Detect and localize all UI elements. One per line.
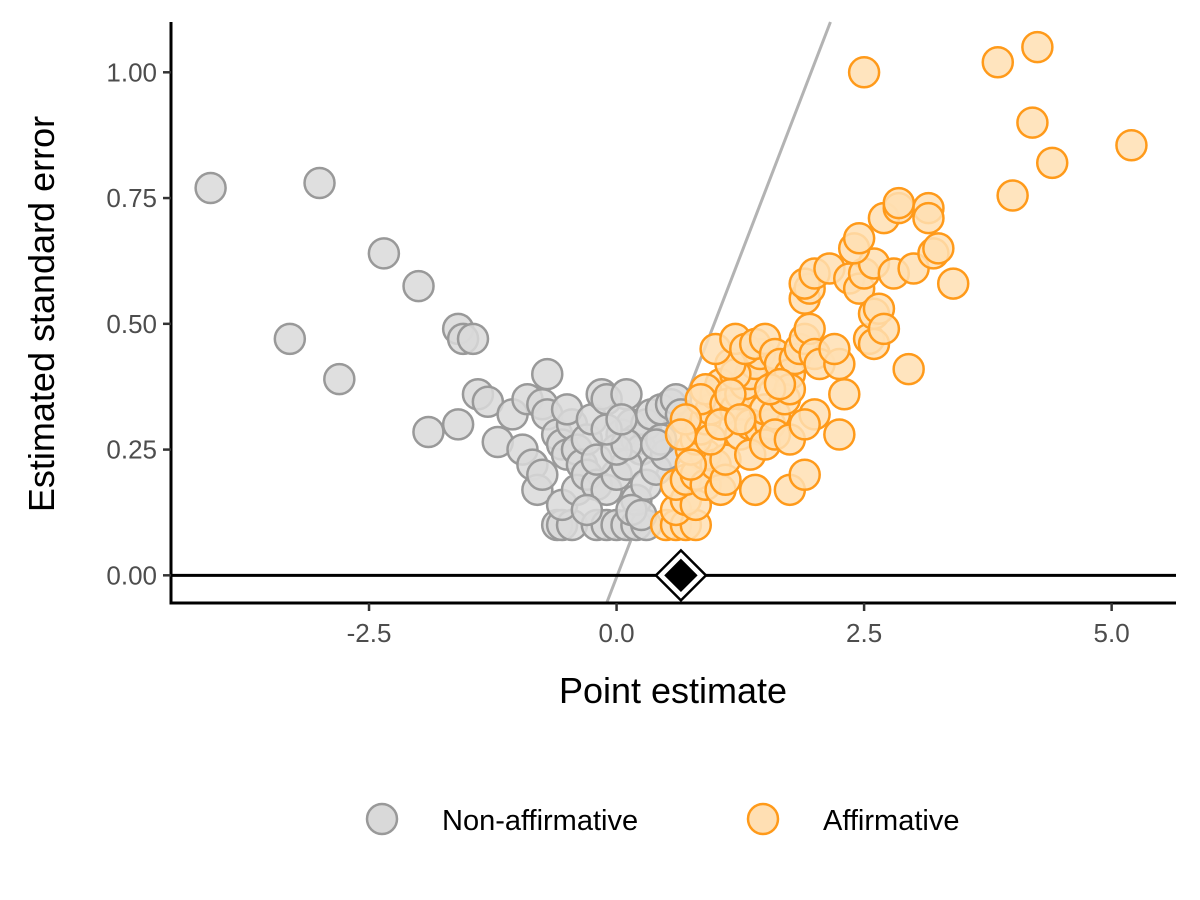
y-tick-label: 0.25 — [106, 435, 157, 465]
x-tick-label: -2.5 — [347, 618, 392, 648]
data-point — [674, 448, 708, 481]
series-layer — [194, 30, 1148, 542]
data-point — [605, 403, 638, 436]
x-axis-title: Point estimate — [559, 670, 787, 711]
data-point — [818, 332, 851, 366]
legend-key-affirmative — [746, 802, 780, 836]
data-point — [936, 267, 970, 300]
x-tick-label: 0.0 — [598, 618, 634, 648]
data-point — [412, 415, 445, 449]
data-point — [1021, 30, 1054, 64]
legend-key-non-affirmative — [365, 802, 399, 836]
data-point — [456, 322, 490, 356]
data-point — [912, 201, 945, 235]
ticks: -2.5 0.0 2.5 5.0 0.00 0.25 0.50 0.75 1.00 — [106, 57, 1129, 648]
data-point — [194, 171, 227, 205]
data-point — [847, 56, 881, 89]
data-point — [788, 458, 821, 491]
data-point — [867, 312, 901, 346]
data-point — [303, 166, 336, 200]
legend-label-non-affirmative: Non-affirmative — [442, 805, 638, 837]
data-point — [981, 45, 1015, 79]
x-tick-label: 5.0 — [1094, 618, 1130, 648]
data-point — [531, 357, 564, 391]
pooled-estimate-marker — [664, 558, 698, 593]
data-point — [763, 367, 797, 401]
data-point — [842, 222, 876, 255]
data-point — [996, 179, 1029, 212]
legend: Non-affirmative Affirmative — [365, 802, 959, 837]
y-tick-label: 0.00 — [106, 560, 157, 590]
y-tick-label: 0.75 — [106, 183, 157, 213]
data-point — [570, 493, 604, 527]
data-point — [882, 186, 916, 220]
y-tick-label: 0.50 — [106, 309, 157, 339]
data-point — [828, 377, 861, 411]
data-point — [402, 269, 435, 303]
data-point — [823, 418, 856, 451]
data-point — [1115, 128, 1148, 162]
series-affirmative — [649, 30, 1148, 542]
data-point — [892, 352, 925, 386]
y-axis-title: Estimated standard error — [21, 116, 62, 512]
data-point — [1035, 146, 1069, 180]
data-point — [724, 403, 757, 436]
data-point — [441, 408, 475, 441]
axes — [169, 22, 1176, 605]
data-point — [367, 237, 401, 270]
data-point — [788, 408, 821, 441]
data-point — [273, 322, 307, 356]
data-point — [1016, 106, 1049, 139]
data-point — [738, 473, 772, 507]
y-tick-label: 1.00 — [106, 57, 157, 87]
legend-label-affirmative: Affirmative — [823, 805, 959, 837]
data-point — [526, 458, 559, 491]
data-point — [922, 232, 955, 265]
x-tick-label: 2.5 — [846, 618, 882, 648]
data-point — [323, 362, 356, 396]
data-point — [664, 418, 698, 451]
series-non-affirmative — [194, 166, 698, 542]
pooled-estimate-layer — [654, 548, 708, 603]
